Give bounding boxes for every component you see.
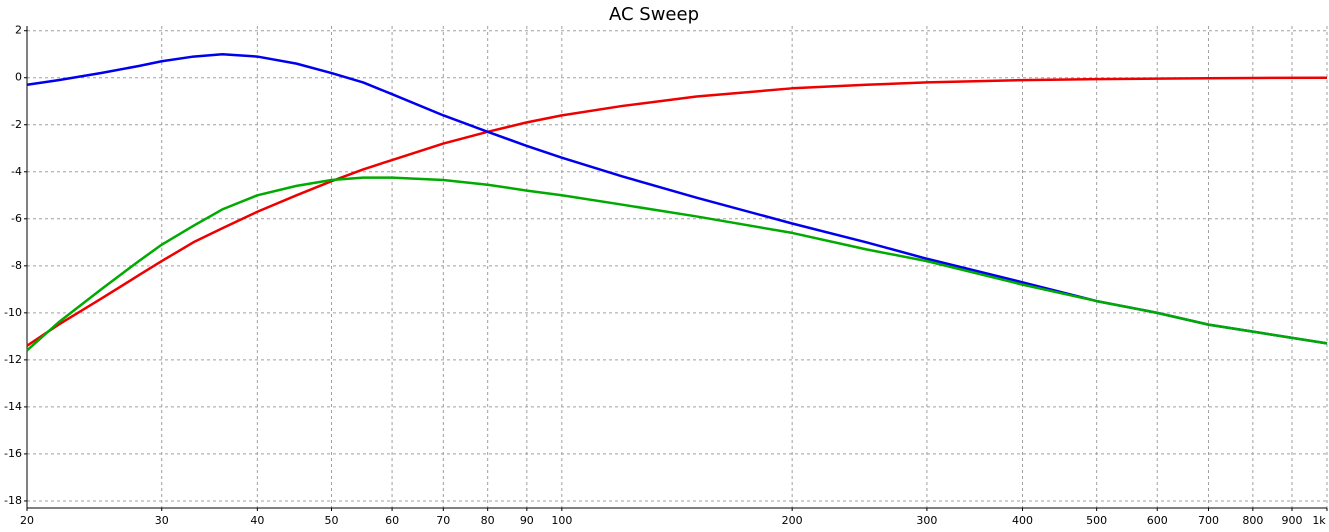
- y-tick-label: -4: [11, 165, 22, 178]
- y-tick-label: -10: [4, 306, 22, 319]
- y-tick-label: -2: [11, 118, 22, 131]
- x-tick-label: 600: [1147, 514, 1168, 527]
- x-tick-label: 90: [520, 514, 534, 527]
- x-tick-label: 500: [1086, 514, 1107, 527]
- y-tick-label: -16: [4, 447, 22, 460]
- x-tick-label: 400: [1012, 514, 1033, 527]
- y-tick-label: 0: [15, 71, 22, 84]
- x-tick-label: 1k: [1312, 514, 1326, 527]
- x-tick-label: 40: [250, 514, 264, 527]
- series-line: [26, 176, 1328, 352]
- y-tick-label: -18: [4, 494, 22, 507]
- x-tick-label: 50: [324, 514, 338, 527]
- series-line: [26, 76, 1328, 347]
- x-tick-label: 200: [782, 514, 803, 527]
- x-tick-label: 300: [916, 514, 937, 527]
- series-line: [26, 52, 1328, 345]
- y-tick-label: 2: [15, 24, 22, 37]
- y-tick-label: -6: [11, 212, 22, 225]
- x-tick-label: 100: [551, 514, 572, 527]
- x-tick-label: 80: [481, 514, 495, 527]
- chart-title: AC Sweep: [609, 4, 699, 25]
- x-tick-label: 700: [1198, 514, 1219, 527]
- y-tick-label: -8: [11, 259, 22, 272]
- x-tick-label: 60: [385, 514, 399, 527]
- x-tick-label: 30: [155, 514, 169, 527]
- y-tick-label: -12: [4, 353, 22, 366]
- x-tick-label: 20: [20, 514, 34, 527]
- y-tick-label: -14: [4, 400, 22, 413]
- x-tick-label: 800: [1242, 514, 1263, 527]
- x-tick-label: 70: [436, 514, 450, 527]
- x-tick-label: 900: [1281, 514, 1302, 527]
